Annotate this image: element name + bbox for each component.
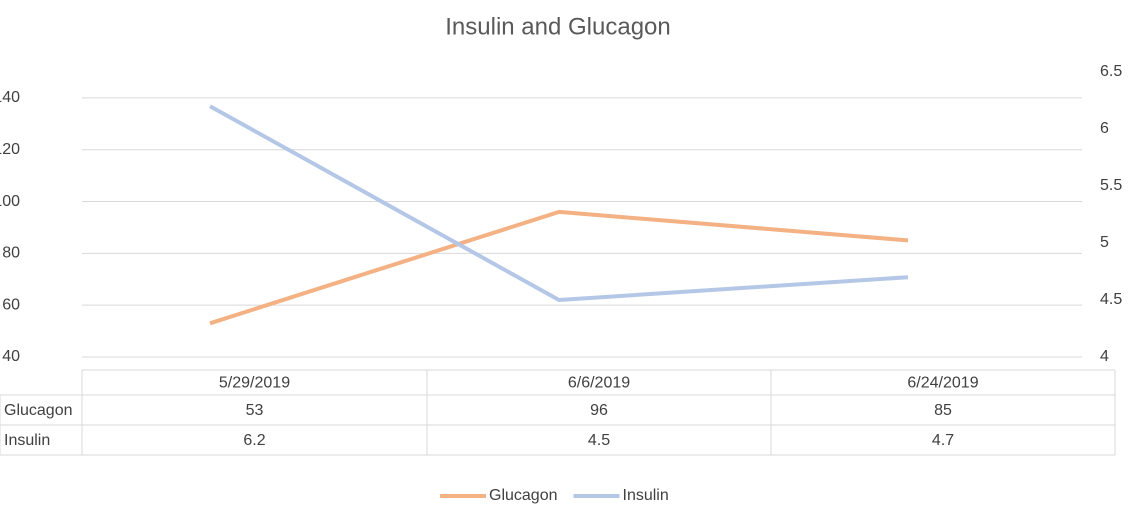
- table-cell: 85: [934, 402, 952, 419]
- table-cell: 53: [246, 402, 264, 419]
- y-tick-label: 80: [2, 245, 20, 262]
- y-tick-label: 140: [0, 89, 20, 106]
- table-cell: 6.2: [243, 432, 265, 449]
- y-tick-label: 40: [2, 348, 20, 365]
- y2-tick-label: 5.5: [1100, 177, 1122, 194]
- table-cell: 4.7: [932, 432, 954, 449]
- legend-label: Insulin: [623, 487, 669, 504]
- table-header: 5/29/2019: [219, 375, 290, 392]
- table-cell: 96: [590, 402, 608, 419]
- chart-title: Insulin and Glucagon: [445, 13, 671, 40]
- y2-tick-label: 6: [1100, 120, 1109, 137]
- legend-label: Glucagon: [489, 487, 558, 504]
- y-tick-label: 120: [0, 141, 20, 158]
- series-line: [209, 209, 909, 326]
- y2-tick-label: 5: [1100, 234, 1109, 251]
- table-row-header: Insulin: [4, 432, 50, 449]
- y2-tick-label: 4: [1100, 348, 1109, 365]
- series-line: [209, 104, 909, 302]
- y-tick-label: 100: [0, 193, 20, 210]
- table-cell: 4.5: [588, 432, 610, 449]
- table-header: 6/24/2019: [907, 375, 978, 392]
- y2-tick-label: 4.5: [1100, 291, 1122, 308]
- table-header: 6/6/2019: [568, 375, 630, 392]
- y2-tick-label: 6.5: [1100, 63, 1122, 80]
- y-tick-label: 60: [2, 296, 20, 313]
- table-row-header: Glucagon: [4, 402, 73, 419]
